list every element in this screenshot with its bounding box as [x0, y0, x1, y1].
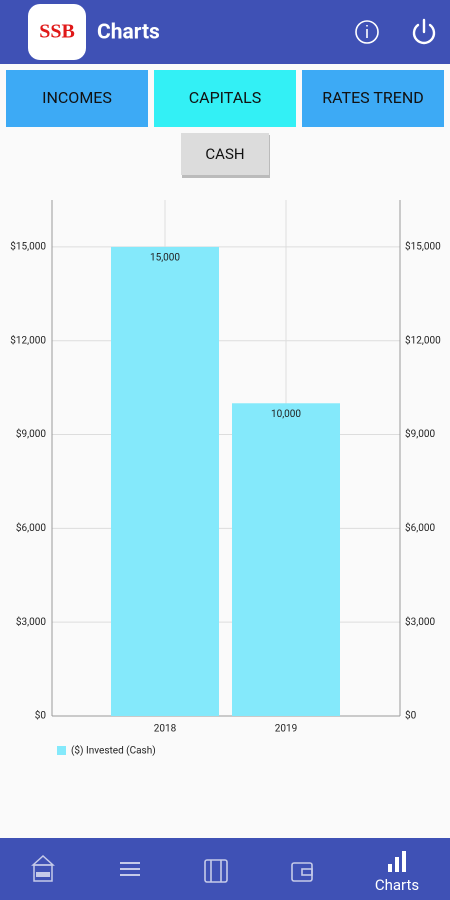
- nav-list[interactable]: [120, 862, 140, 876]
- cash-button[interactable]: CASH: [181, 133, 270, 178]
- y2-tick-label: $9,000: [405, 427, 435, 440]
- legend-swatch: [57, 746, 66, 755]
- y2-tick-label: $12,000: [405, 333, 441, 346]
- bottom-nav: [0, 838, 450, 900]
- y2-tick-label: $3,000: [405, 615, 435, 628]
- info-button[interactable]: [355, 20, 379, 44]
- y2-tick-label: $15,000: [405, 240, 441, 253]
- bar: [232, 403, 340, 716]
- x-tick-label: 2019: [275, 724, 297, 735]
- tab-active[interactable]: CAPITALS: [154, 70, 296, 127]
- tab-label: RATES TREND: [322, 88, 424, 107]
- button-label: CASH: [205, 145, 244, 163]
- chart: $0 $0 $3,000 $3,000 $6,000 $6,000 $9,000 $9,000…: [10, 200, 441, 757]
- value-label: 10,000: [271, 409, 301, 420]
- nav-wallet[interactable]: [291, 862, 313, 882]
- logo-badge: [28, 4, 86, 60]
- nav-new[interactable]: [31, 854, 55, 882]
- tab[interactable]: INCOMES: [6, 70, 148, 127]
- y2-tick-label: $0: [405, 709, 417, 722]
- logo: SSB: [39, 21, 75, 43]
- x-tick-label: 2018: [154, 724, 177, 735]
- y-tick-label: $15,000: [10, 240, 46, 253]
- y-tick-label: $3,000: [16, 615, 46, 628]
- nav-capital[interactable]: [204, 859, 228, 883]
- y2-tick-label: $6,000: [405, 521, 435, 534]
- power-button[interactable]: [412, 18, 436, 45]
- tab[interactable]: RATES TREND: [302, 70, 444, 127]
- tab-label: CAPITALS: [189, 88, 262, 107]
- legend-label: ($) Invested (Cash): [71, 744, 156, 757]
- app-title: Charts: [97, 21, 160, 45]
- value-label: 15,000: [150, 253, 180, 264]
- tab-label: INCOMES: [42, 88, 112, 107]
- nav-label: Charts: [375, 876, 419, 894]
- y-tick-label: $9,000: [16, 427, 46, 440]
- y-tick-label: $0: [35, 709, 47, 722]
- y-tick-label: $6,000: [16, 521, 46, 534]
- nav-charts-active[interactable]: Charts: [375, 851, 419, 894]
- y-tick-label: $12,000: [10, 333, 46, 346]
- bar: [111, 246, 219, 716]
